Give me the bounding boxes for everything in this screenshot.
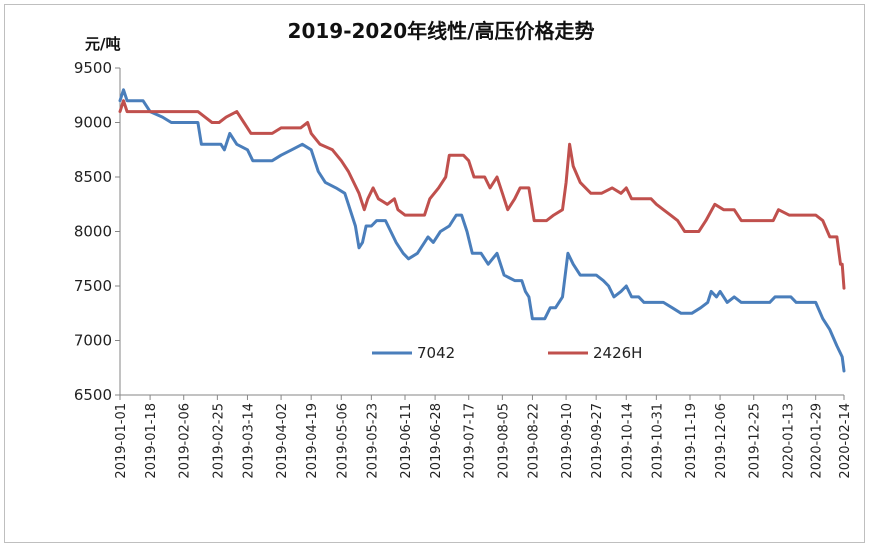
x-tick-label: 2020-02-14 [838,403,853,479]
x-tick-label: 2019-02-06 [178,403,193,479]
x-tick-label: 2019-07-17 [463,403,478,479]
x-tick-label: 2019-06-11 [399,403,414,479]
x-tick-label: 2019-10-14 [620,403,635,479]
x-tick-label: 2019-03-14 [241,403,256,479]
axes: 6500 7000 7500 8000 8500 9000 9500 2019-01-01 20… [74,59,853,479]
x-tick-label: 2019-09-10 [560,403,575,479]
x-tick-label: 2019-01-01 [114,403,129,479]
x-tick-label: 2019-04-02 [275,403,290,479]
x-tick-label: 2019-05-23 [365,403,380,479]
y-tick-label: 9000 [74,114,112,132]
y-axis-unit-label: 元/吨 [85,35,120,53]
x-tick-label: 2019-05-06 [335,403,350,479]
series-lines [118,88,846,373]
y-tick-label: 9500 [74,59,112,77]
x-tick-label: 2020-01-29 [810,403,825,479]
y-tick-label: 7000 [74,332,112,350]
y-tick-label: 7500 [74,277,112,295]
x-tick-label: 2019-06-28 [429,403,444,479]
y-tick-label: 8500 [74,168,112,186]
legend: 7042 2426H [372,344,642,362]
x-tick-label: 2019-08-05 [496,403,511,479]
x-tick-label: 2019-08-22 [526,403,541,479]
x-tick-label: 2019-10-31 [650,403,665,479]
x-tick-label: 2019-12-25 [748,403,763,479]
x-tick-label: 2019-09-27 [590,403,605,479]
legend-label: 7042 [417,344,455,362]
x-tick-label: 2019-12-06 [714,403,729,479]
series-line-2426h [118,99,846,290]
y-tick-label: 6500 [74,386,112,404]
x-tick-label: 2019-11-19 [684,403,699,479]
legend-label: 2426H [593,344,642,362]
chart-frame [4,4,865,543]
chart-title: 2019-2020年线性/高压价格走势 [288,19,595,43]
series-line-7042 [118,88,846,373]
x-tick-label: 2019-02-25 [211,403,226,479]
y-tick-label: 8000 [74,223,112,241]
x-tick-label: 2019-01-18 [144,403,159,479]
x-tick-label: 2020-01-13 [781,403,796,479]
x-tick-label: 2019-04-19 [305,403,320,479]
